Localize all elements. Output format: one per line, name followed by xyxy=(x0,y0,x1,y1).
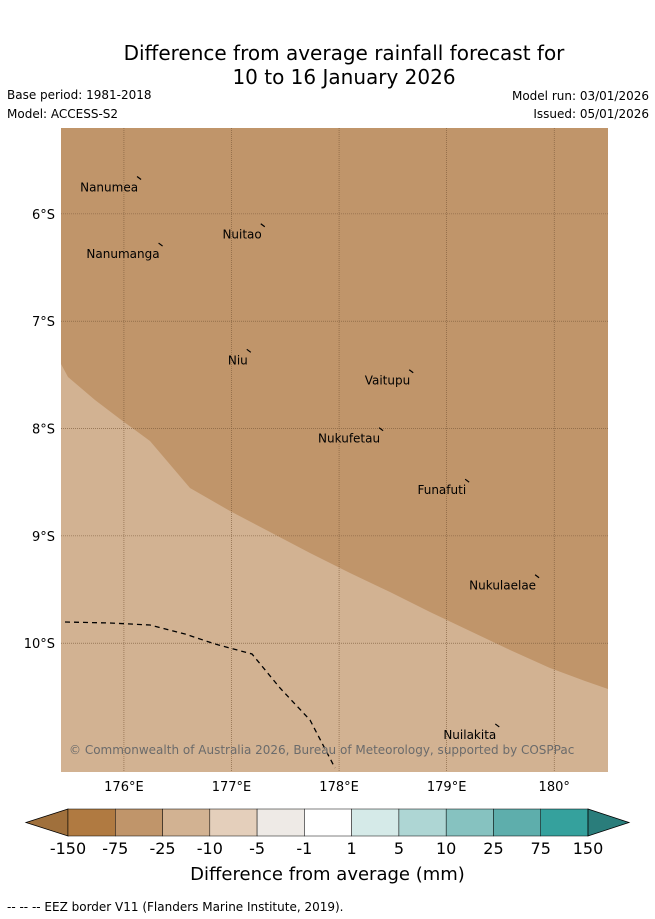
colorbar-tick-label: 5 xyxy=(393,839,404,858)
colorbar-segment xyxy=(209,808,258,837)
colorbar-high-extension xyxy=(587,808,631,837)
region-minus25-to-minus10 xyxy=(61,128,608,689)
island-label: Funafuti xyxy=(417,483,466,497)
lat-tick-label: 10°S xyxy=(24,637,55,652)
lon-tick-label: 177°E xyxy=(212,780,252,795)
island-shape xyxy=(534,574,540,579)
issued-date: Issued: 05/01/2026 xyxy=(533,107,649,121)
colorbar-segment xyxy=(445,808,494,837)
colorbar-segment xyxy=(256,808,305,837)
island-shape xyxy=(494,723,500,728)
model-name: Model: ACCESS-S2 xyxy=(7,107,119,121)
eez-legend-note: -- -- -- EEZ border V11 (Flanders Marine… xyxy=(7,900,344,914)
island-label: Niu xyxy=(228,353,248,367)
colorbar-tick-label: 150 xyxy=(572,839,604,858)
island-shape xyxy=(136,176,142,180)
island-label: Nanumanga xyxy=(86,247,159,261)
colorbar-segment xyxy=(493,808,541,837)
lat-tick-label: 6°S xyxy=(32,208,55,223)
island-label: Nanumea xyxy=(80,181,138,195)
lon-tick-label: 176°E xyxy=(104,780,144,795)
islands-layer: Nanumea Nuitao Nanumanga Niu Vaitupu Nukufeta… xyxy=(80,176,540,742)
colorbar-tick-label: 1 xyxy=(346,839,357,858)
lat-tick-label: 7°S xyxy=(32,315,55,330)
lon-tick-label: 178°E xyxy=(319,780,359,795)
title-line-1: Difference from average rainfall forecas… xyxy=(123,41,565,65)
chart-title: Difference from average rainfall forecas… xyxy=(0,41,655,89)
lon-tick-label: 179°E xyxy=(427,780,467,795)
copyright-text: © Commonwealth of Australia 2026, Bureau… xyxy=(69,743,574,757)
island-label: Nukulaelae xyxy=(469,579,536,593)
island-label: Nuilakita xyxy=(443,728,496,742)
colorbar-tick-label: -5 xyxy=(249,839,266,858)
colorbar-segment xyxy=(398,808,447,837)
colorbar-segment xyxy=(162,808,211,837)
colorbar-tick-label: 10 xyxy=(435,839,457,858)
colorbar-tick-label: 75 xyxy=(530,839,551,858)
colorbar-tick-label: -1 xyxy=(296,839,313,858)
title-line-2: 10 to 16 January 2026 xyxy=(232,65,456,89)
lon-tick-label: 180° xyxy=(539,780,570,795)
island-shape xyxy=(464,478,470,483)
eez-border xyxy=(64,621,336,769)
colorbar-tick-label: -10 xyxy=(196,839,223,858)
colorbar-tick-label: 25 xyxy=(483,839,504,858)
graticule xyxy=(61,128,608,772)
colorbar xyxy=(24,808,631,837)
island-label: Nukufetau xyxy=(318,432,380,446)
lat-tick-label: 9°S xyxy=(32,530,55,545)
colorbar-segment xyxy=(67,808,116,837)
model-run: Model run: 03/01/2026 xyxy=(511,89,649,103)
colorbar-segment xyxy=(540,808,589,837)
base-period: Base period: 1981-2018 xyxy=(7,88,152,102)
colorbar-low-extension xyxy=(24,808,69,837)
colorbar-segment xyxy=(115,808,163,837)
colorbar-tick-label: -25 xyxy=(149,839,176,858)
colorbar-tick-label: -150 xyxy=(49,839,87,858)
island-shape xyxy=(158,242,163,247)
island-shape xyxy=(408,369,414,374)
island-shape xyxy=(246,348,252,353)
island-shape xyxy=(378,427,384,432)
axis-labels: 6°S 7°S 8°S 9°S 10°S 176°E 177°E 178°E 179°E 180° xyxy=(24,208,570,795)
colorbar-title: Difference from average (mm) xyxy=(190,864,465,885)
lat-tick-label: 8°S xyxy=(32,423,55,438)
colorbar-segment xyxy=(351,808,400,837)
colorbar-tick-label: -75 xyxy=(102,839,129,858)
island-shape xyxy=(260,223,266,228)
island-label: Nuitao xyxy=(222,228,261,242)
island-label: Vaitupu xyxy=(365,374,411,388)
colorbar-segment xyxy=(304,808,352,837)
